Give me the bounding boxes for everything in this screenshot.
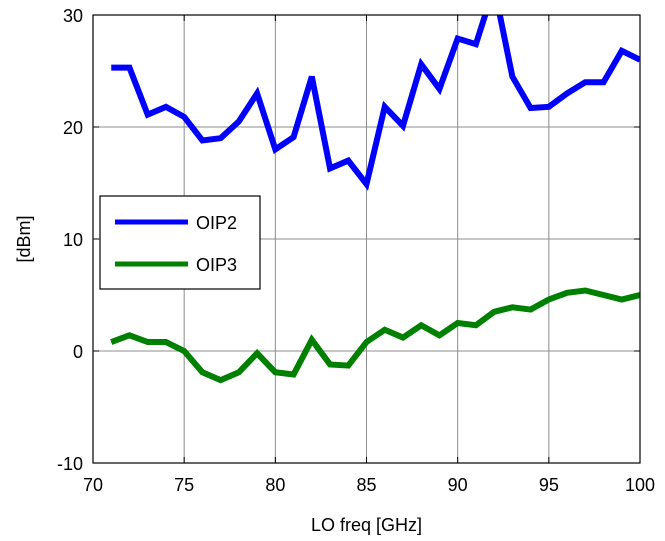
x-tick-label: 85 [356,475,376,495]
legend-box [99,195,261,290]
y-tick-label: -10 [57,454,83,474]
x-tick-label: 75 [174,475,194,495]
series-line-oip2 [111,15,640,191]
y-axis-label: [dBm] [14,215,34,262]
legend-label-oip2: OIP2 [196,213,237,233]
x-tick-label: 70 [83,475,103,495]
legend-label-oip3: OIP3 [196,255,237,275]
y-tick-label: 30 [63,6,83,26]
series-line-oip3 [110,287,640,384]
series-lines [110,15,640,384]
axis-ticks: 70 75 80 85 90 95 100 -10 0 10 20 30 [57,6,655,495]
y-tick-label: 20 [63,118,83,138]
x-tick-label: 90 [448,475,468,495]
x-tick-label: 95 [539,475,559,495]
y-tick-label: 0 [73,342,83,362]
y-tick-label: 10 [63,230,83,250]
legend: OIP2 OIP3 [99,195,261,290]
grid-lines [93,15,640,463]
x-tick-label: 100 [625,475,655,495]
x-axis-label: LO freq [GHz] [311,515,422,535]
x-tick-label: 80 [265,475,285,495]
